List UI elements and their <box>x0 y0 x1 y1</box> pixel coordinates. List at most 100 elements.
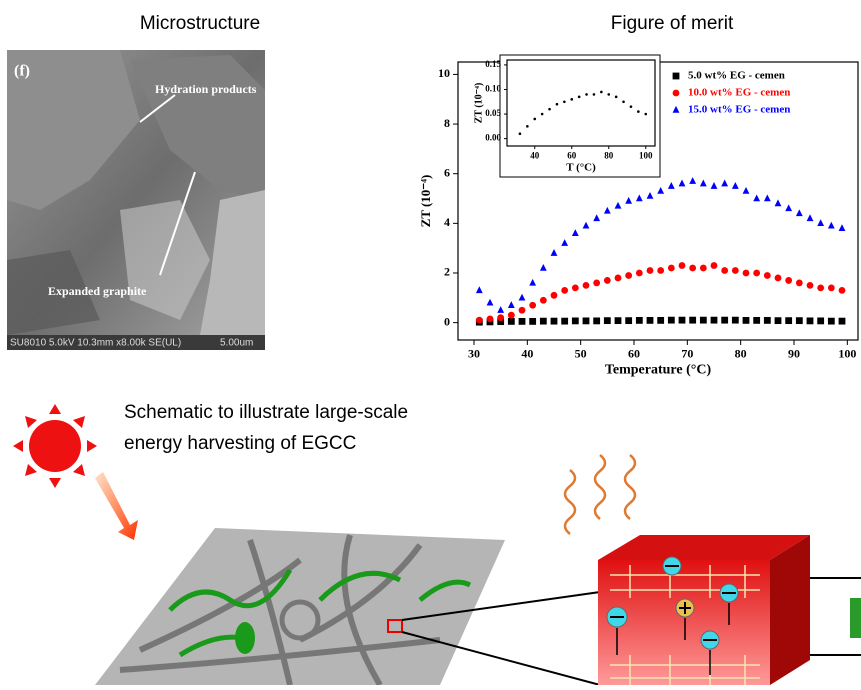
y-tick-label: 0.15 <box>485 59 501 69</box>
point <box>743 317 750 324</box>
point <box>561 239 568 246</box>
sem-scale: 5.00um <box>220 338 253 349</box>
point <box>647 192 654 199</box>
point <box>540 318 547 325</box>
point <box>572 317 579 324</box>
city-map <box>95 528 600 685</box>
point <box>711 182 718 189</box>
point <box>689 317 696 324</box>
point <box>561 318 568 325</box>
x-tick-label: 80 <box>604 150 614 160</box>
x-tick-label: 100 <box>838 346 856 360</box>
y-tick-label: 10 <box>438 66 450 80</box>
legend-label: 15.0 wt% EG - cemen <box>688 104 790 116</box>
point <box>572 284 579 291</box>
point <box>721 317 728 324</box>
thermoelectric-cube <box>598 535 861 685</box>
x-tick-label: 40 <box>530 150 540 160</box>
point <box>668 317 675 324</box>
point <box>556 103 559 106</box>
x-tick-label: 60 <box>628 346 640 360</box>
point <box>689 177 696 184</box>
legend-marker <box>673 90 680 97</box>
point <box>604 277 611 284</box>
point <box>563 100 566 103</box>
point <box>689 265 696 272</box>
point <box>636 317 643 324</box>
point <box>711 262 718 269</box>
point <box>839 318 846 325</box>
x-tick-label: 60 <box>567 150 577 160</box>
point <box>828 284 835 291</box>
point <box>764 317 771 324</box>
sun <box>13 404 138 540</box>
point <box>764 272 771 279</box>
point <box>775 317 782 324</box>
point <box>775 199 782 206</box>
panel-label: (f) <box>14 63 30 80</box>
x-tick-label: 70 <box>681 346 693 360</box>
point <box>785 317 792 324</box>
y-tick-label: 0 <box>444 314 450 328</box>
point <box>753 317 760 324</box>
point <box>636 270 643 277</box>
point <box>508 301 515 308</box>
point <box>593 280 600 287</box>
point <box>529 302 536 309</box>
x-tick-label: 100 <box>639 150 653 160</box>
point <box>753 194 760 201</box>
legend-marker <box>673 73 680 80</box>
point <box>615 317 622 324</box>
heat-waves <box>565 455 635 534</box>
point <box>657 317 664 324</box>
point <box>700 317 707 324</box>
page: {"panels": {"left_title": "Microstructur… <box>0 0 861 685</box>
point <box>839 224 846 231</box>
point <box>615 275 622 282</box>
y-tick-label: 2 <box>444 265 450 279</box>
point <box>668 265 675 272</box>
point <box>637 110 640 113</box>
sem-info: SU8010 5.0kV 10.3mm x8.00k SE(UL) <box>10 338 181 349</box>
point <box>548 108 551 111</box>
point <box>657 267 664 274</box>
panel-title: Figure of merit <box>611 13 734 34</box>
point <box>807 282 814 289</box>
point <box>604 317 611 324</box>
point <box>497 314 504 321</box>
point <box>679 180 686 187</box>
point <box>585 93 588 96</box>
point <box>796 209 803 216</box>
point <box>668 182 675 189</box>
x-tick-label: 40 <box>521 346 533 360</box>
point <box>817 317 824 324</box>
point <box>732 317 739 324</box>
point <box>600 91 603 94</box>
point <box>807 214 814 221</box>
point <box>497 306 504 313</box>
point <box>700 265 707 272</box>
point <box>578 96 581 99</box>
schematic-text: Schematic to illustrate large-scale <box>124 402 408 423</box>
point <box>519 307 526 314</box>
point <box>551 318 558 325</box>
x-tick-label: 30 <box>468 346 480 360</box>
point <box>679 317 686 324</box>
point <box>817 219 824 226</box>
sem-annotation: Expanded graphite <box>48 284 147 298</box>
y-tick-label: 8 <box>444 116 450 130</box>
legend-label: 10.0 wt% EG - cemen <box>688 87 790 99</box>
point <box>828 318 835 325</box>
point <box>785 204 792 211</box>
x-tick-label: 50 <box>575 346 587 360</box>
point <box>817 284 824 291</box>
y-tick-label: 4 <box>444 215 450 229</box>
point <box>529 318 536 325</box>
point <box>644 113 647 116</box>
point <box>529 279 536 286</box>
point <box>807 317 814 324</box>
sem-annotation: Hydration products <box>155 82 257 96</box>
point <box>732 267 739 274</box>
point <box>625 317 632 324</box>
point <box>630 105 633 108</box>
